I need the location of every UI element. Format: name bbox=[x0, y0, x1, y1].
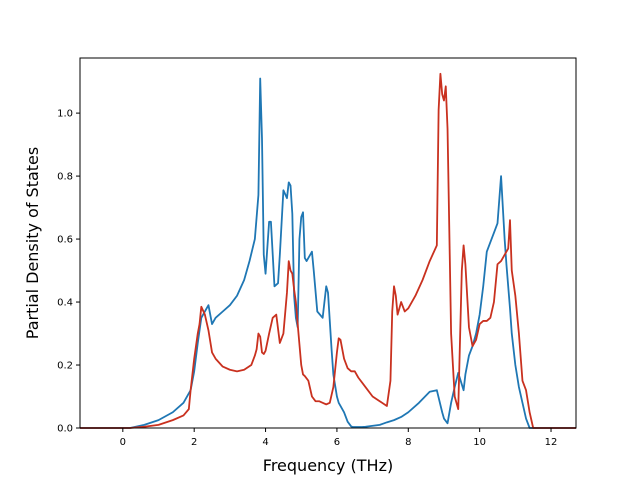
x-tick-label: 4 bbox=[262, 437, 268, 448]
x-axis-label: Frequency (THz) bbox=[263, 456, 393, 475]
x-tick-label: 12 bbox=[545, 437, 558, 448]
y-tick-label: 0.8 bbox=[57, 172, 73, 183]
y-tick-label: 0.4 bbox=[57, 298, 73, 309]
x-tick-label: 10 bbox=[473, 437, 486, 448]
y-axis: 0.0 0.2 0.4 0.6 0.8 1.0 bbox=[57, 109, 80, 435]
y-tick-label: 0.0 bbox=[57, 424, 73, 435]
x-tick-label: 0 bbox=[120, 437, 126, 448]
x-tick-label: 2 bbox=[191, 437, 197, 448]
plot-area bbox=[80, 72, 576, 429]
y-tick-label: 0.6 bbox=[57, 235, 73, 246]
axes-frame bbox=[79, 57, 577, 429]
y-tick-label: 0.2 bbox=[57, 361, 73, 372]
series-line-2 bbox=[80, 72, 576, 429]
series-line-1 bbox=[80, 77, 576, 429]
y-tick-label: 1.0 bbox=[57, 109, 73, 120]
x-tick-label: 6 bbox=[334, 437, 340, 448]
x-axis: 0 2 4 6 8 10 12 bbox=[120, 428, 558, 448]
y-axis-label: Partial Density of States bbox=[23, 147, 42, 339]
x-tick-label: 8 bbox=[405, 437, 411, 448]
